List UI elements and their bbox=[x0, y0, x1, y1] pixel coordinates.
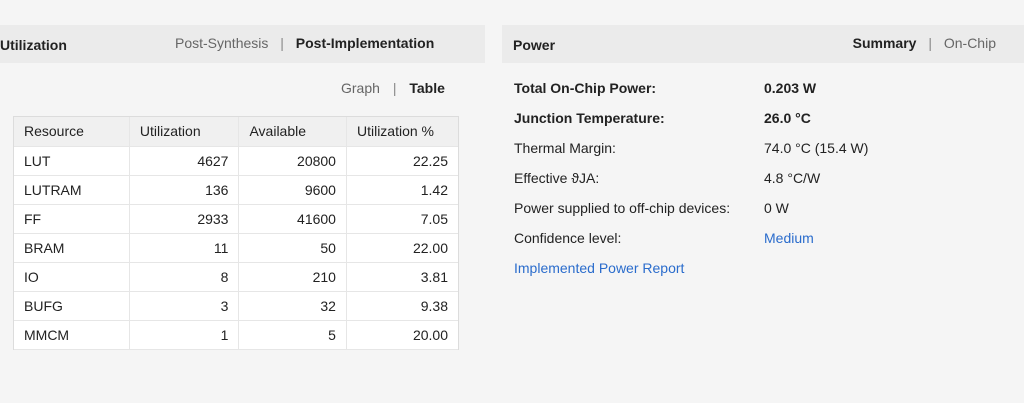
table-row[interactable]: IO 8 210 3.81 bbox=[14, 262, 458, 292]
available-cell: 41600 bbox=[238, 204, 347, 234]
table-row[interactable]: LUT 4627 20800 22.25 bbox=[14, 146, 458, 176]
tab-post-implementation[interactable]: Post-Implementation bbox=[295, 35, 435, 51]
power-value: 4.8 °C/W bbox=[764, 170, 821, 186]
power-row: Thermal Margin: 74.0 °C (15.4 W) bbox=[514, 133, 1014, 163]
view-graph-link[interactable]: Graph bbox=[341, 80, 380, 96]
utilization-tabs: Post-Synthesis | Post-Implementation bbox=[175, 35, 434, 51]
resource-cell: BUFG bbox=[14, 291, 130, 321]
utilization-percent-cell: 7.05 bbox=[346, 204, 458, 234]
power-label: Junction Temperature: bbox=[514, 110, 665, 126]
power-label: Total On-Chip Power: bbox=[514, 80, 657, 96]
column-header[interactable]: Resource bbox=[14, 117, 130, 147]
utilization-percent-cell: 1.42 bbox=[346, 175, 458, 205]
power-row: Junction Temperature: 26.0 °C bbox=[514, 103, 1014, 133]
power-summary: Total On-Chip Power: 0.203 W Junction Temp… bbox=[514, 73, 1014, 283]
view-toggle: Graph | Table bbox=[341, 80, 445, 96]
utilization-percent-cell: 22.25 bbox=[346, 146, 458, 176]
available-cell: 50 bbox=[238, 233, 347, 263]
utilization-percent-cell: 3.81 bbox=[346, 262, 458, 292]
resource-cell: LUT bbox=[14, 146, 130, 176]
power-label: Confidence level: bbox=[514, 230, 622, 246]
table-row[interactable]: FF 2933 41600 7.05 bbox=[14, 204, 458, 234]
tab-separator: | bbox=[928, 35, 932, 51]
tab-separator: | bbox=[280, 35, 284, 51]
power-label: Power supplied to off-chip devices: bbox=[514, 200, 731, 216]
power-row: Total On-Chip Power: 0.203 W bbox=[514, 73, 1014, 103]
power-tabs: Summary | On-Chip bbox=[853, 35, 996, 51]
utilization-cell: 3 bbox=[129, 291, 240, 321]
power-row: Confidence level: Medium bbox=[514, 223, 1014, 253]
resource-cell: IO bbox=[14, 262, 130, 292]
power-label: Thermal Margin: bbox=[514, 140, 616, 156]
table-row[interactable]: BUFG 3 32 9.38 bbox=[14, 291, 458, 321]
power-value: 74.0 °C (15.4 W) bbox=[764, 140, 869, 156]
power-value: 0 W bbox=[764, 200, 789, 216]
table-row[interactable]: BRAM 11 50 22.00 bbox=[14, 233, 458, 263]
utilization-cell: 11 bbox=[129, 233, 240, 263]
utilization-table-container: Resource Utilization Available Utilizati… bbox=[13, 116, 459, 350]
utilization-percent-cell: 9.38 bbox=[346, 291, 458, 321]
power-header: Power Summary | On-Chip bbox=[502, 25, 1024, 63]
utilization-title: Utilization bbox=[0, 37, 67, 53]
table-header-row: Resource Utilization Available Utilizati… bbox=[14, 117, 458, 147]
utilization-cell: 4627 bbox=[129, 146, 240, 176]
utilization-table: Resource Utilization Available Utilizati… bbox=[14, 117, 458, 350]
tab-post-synthesis[interactable]: Post-Synthesis bbox=[175, 35, 269, 51]
resource-cell: MMCM bbox=[14, 320, 130, 350]
available-cell: 32 bbox=[238, 291, 347, 321]
view-separator: | bbox=[392, 80, 397, 96]
resource-cell: FF bbox=[14, 204, 130, 234]
utilization-percent-cell: 20.00 bbox=[346, 320, 458, 350]
table-row[interactable]: LUTRAM 136 9600 1.42 bbox=[14, 175, 458, 205]
power-report-link[interactable]: Implemented Power Report bbox=[514, 260, 685, 276]
utilization-cell: 1 bbox=[129, 320, 240, 350]
resource-cell: BRAM bbox=[14, 233, 130, 263]
column-header[interactable]: Utilization % bbox=[346, 117, 458, 147]
available-cell: 210 bbox=[238, 262, 347, 292]
available-cell: 9600 bbox=[238, 175, 347, 205]
confidence-level-link[interactable]: Medium bbox=[764, 230, 814, 246]
utilization-percent-cell: 22.00 bbox=[346, 233, 458, 263]
power-row: Power supplied to off-chip devices: 0 W bbox=[514, 193, 1014, 223]
resource-cell: LUTRAM bbox=[14, 175, 130, 205]
utilization-table-body: LUT 4627 20800 22.25 LUTRAM 136 9600 1.42 FF 2933… bbox=[14, 146, 458, 350]
column-header[interactable]: Utilization bbox=[129, 117, 240, 147]
tab-summary[interactable]: Summary bbox=[852, 35, 917, 51]
power-value: 26.0 °C bbox=[764, 110, 811, 126]
column-header[interactable]: Available bbox=[238, 117, 347, 147]
utilization-header: Utilization Post-Synthesis | Post-Implem… bbox=[0, 25, 485, 63]
view-table-link[interactable]: Table bbox=[409, 80, 445, 96]
available-cell: 5 bbox=[238, 320, 347, 350]
power-row: Effective ϑJA: 4.8 °C/W bbox=[514, 163, 1014, 193]
table-row[interactable]: MMCM 1 5 20.00 bbox=[14, 320, 458, 350]
power-label: Effective ϑJA: bbox=[514, 170, 600, 186]
tab-on-chip[interactable]: On-Chip bbox=[943, 35, 996, 51]
utilization-cell: 2933 bbox=[129, 204, 240, 234]
power-title: Power bbox=[513, 37, 556, 53]
power-value: 0.203 W bbox=[764, 80, 817, 96]
utilization-cell: 8 bbox=[129, 262, 240, 292]
utilization-cell: 136 bbox=[129, 175, 240, 205]
power-rows: Total On-Chip Power: 0.203 W Junction Temp… bbox=[514, 73, 1014, 253]
available-cell: 20800 bbox=[238, 146, 347, 176]
